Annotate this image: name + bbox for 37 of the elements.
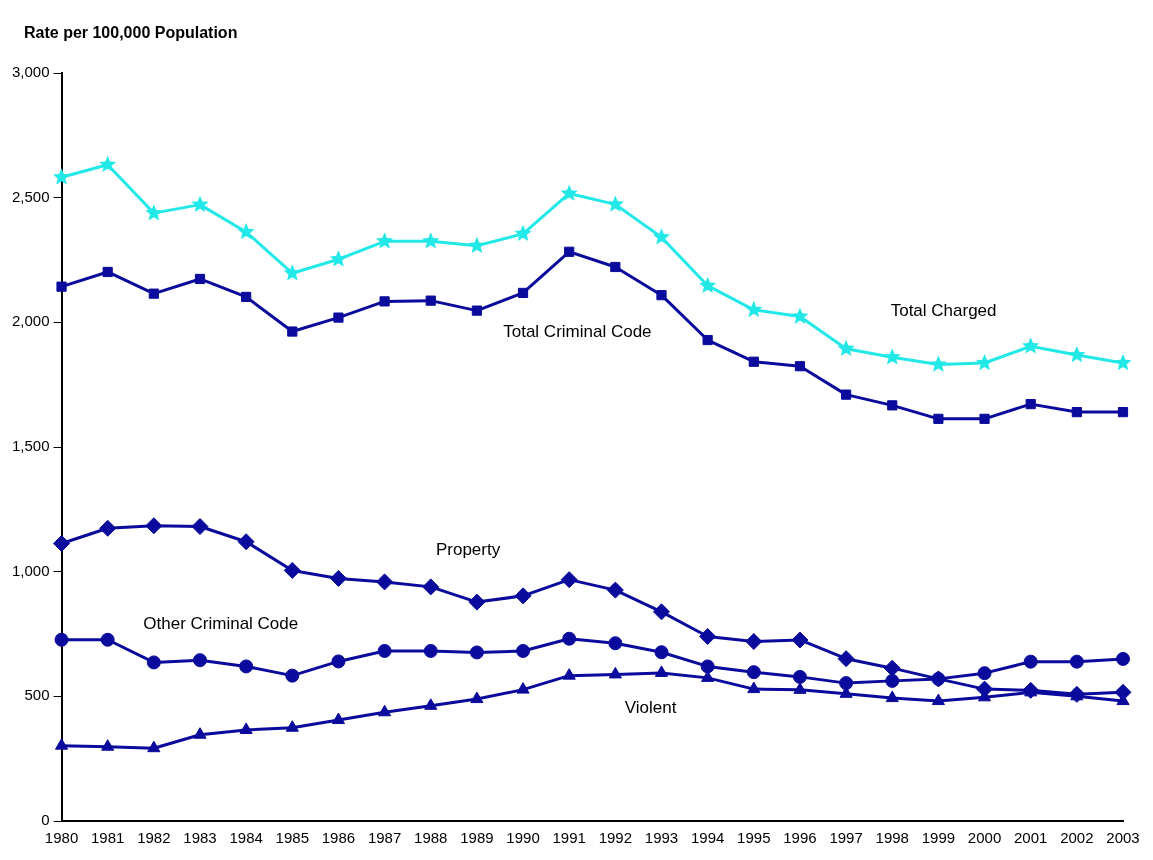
x-tick-label: 1994	[690, 829, 725, 847]
x-tick-label: 1998	[875, 829, 909, 847]
y-axis-title: Rate per 100,000 Population	[23, 23, 239, 43]
x-tick-label: 2001	[1014, 829, 1048, 847]
x-tick-label: 1999	[921, 829, 956, 847]
x-tick-label: 2000	[967, 829, 1002, 847]
y-tick-label: 1,500	[11, 437, 50, 455]
y-tick-label: 2,000	[11, 312, 50, 330]
x-tick-label: 1997	[829, 829, 863, 847]
y-tick-label: 3,000	[11, 63, 50, 81]
y-tick-label: 0	[41, 811, 50, 829]
x-tick-label: 1992	[598, 829, 633, 847]
x-tick-label: 1980	[44, 829, 79, 847]
x-tick-label: 1987	[367, 829, 402, 847]
x-tick-label: 1986	[321, 829, 356, 847]
series-label: Total Criminal Code	[503, 322, 652, 342]
x-tick-label: 1990	[506, 829, 540, 847]
x-tick-label: 1983	[183, 829, 217, 847]
series-label: Property	[435, 539, 501, 559]
y-tick-label: 1,000	[11, 561, 50, 579]
y-tick-label: 2,500	[11, 187, 50, 205]
x-tick-label: 1985	[275, 829, 309, 847]
series-label: Violent	[624, 698, 677, 718]
x-tick-label: 1993	[644, 829, 679, 847]
y-tick-label: 500	[24, 686, 50, 704]
series-label: Other Criminal Code	[143, 613, 299, 633]
x-tick-label: 2002	[1060, 829, 1094, 847]
x-tick-label: 1991	[552, 829, 586, 847]
x-tick-label: 1989	[460, 829, 494, 847]
x-tick-label: 1996	[783, 829, 817, 847]
series-label: Total Charged	[890, 301, 997, 321]
x-tick-label: 1988	[414, 829, 448, 847]
x-tick-label: 1981	[91, 829, 125, 847]
x-tick-label: 1995	[737, 829, 771, 847]
x-tick-label: 2003	[1106, 829, 1140, 847]
x-tick-label: 1984	[229, 829, 263, 847]
x-tick-label: 1982	[137, 829, 171, 847]
